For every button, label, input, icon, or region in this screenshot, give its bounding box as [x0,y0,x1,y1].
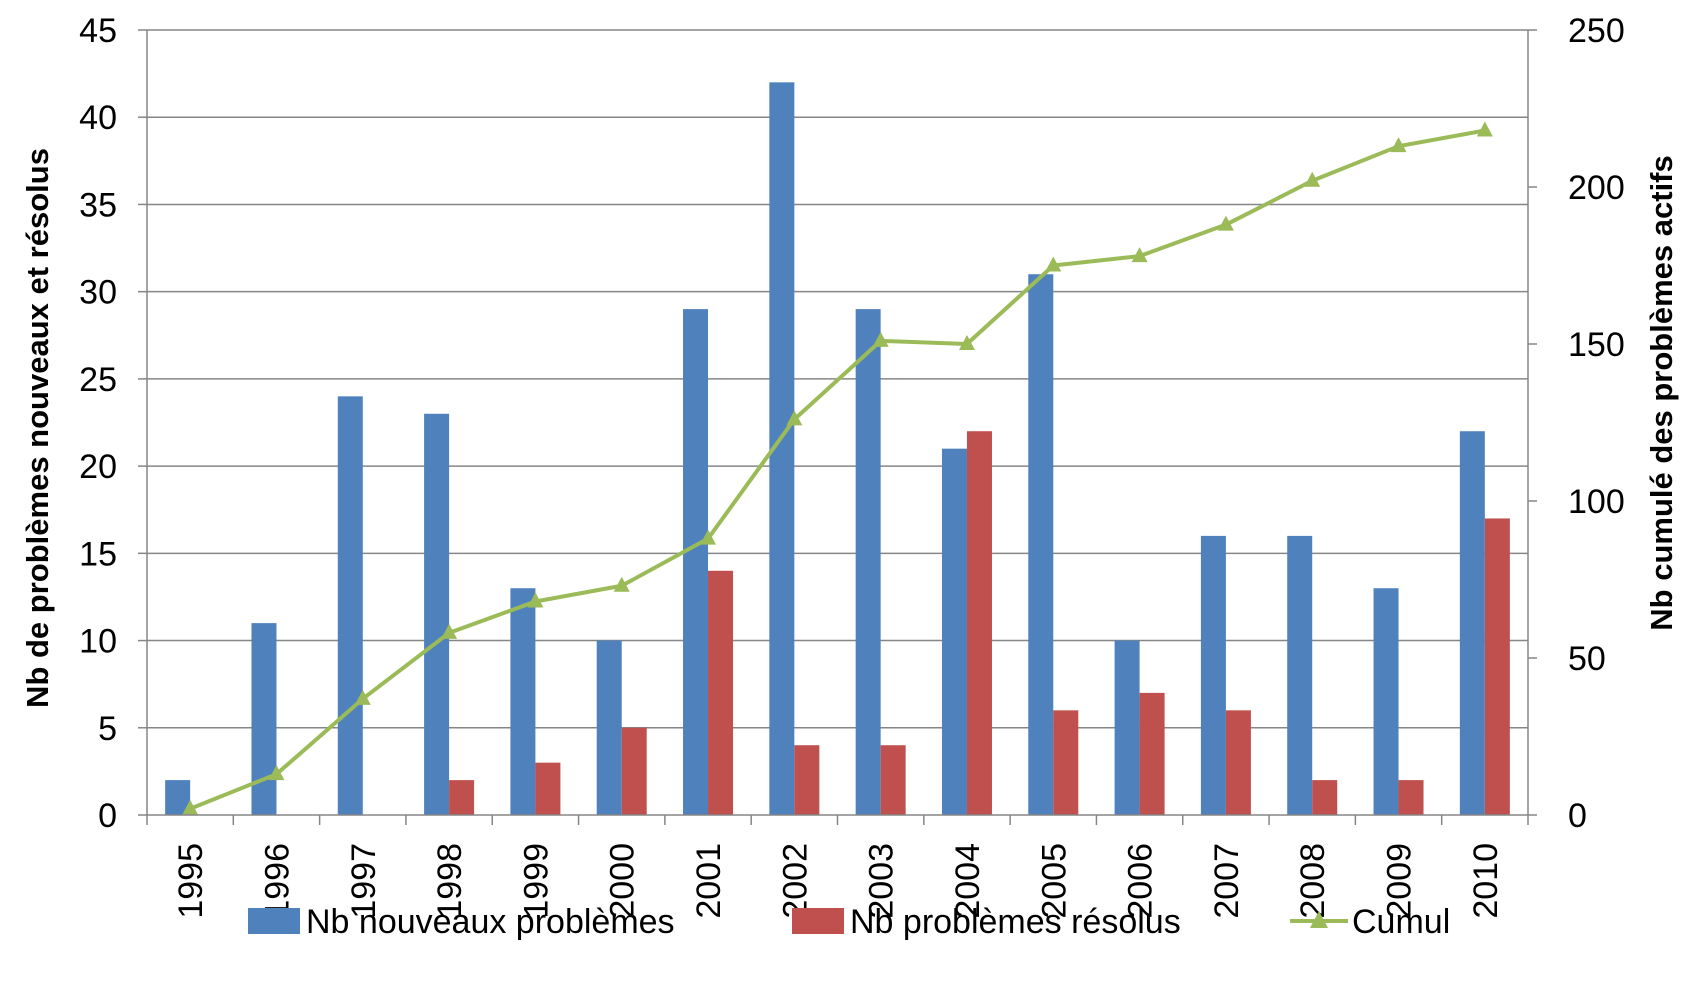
left-axis-title: Nb de problèmes nouveaux et résolus [20,148,55,708]
right-axis-title: Nb cumulé des problèmes actifs [1644,155,1679,630]
bar-new-problems [596,640,622,815]
bar-resolved-problems [1225,710,1251,815]
legend-swatch-new-problems [248,908,300,934]
right-axis-tick-labels: 0 50 100 150 200 250 [1568,12,1625,835]
right-axis-tick-label: 200 [1568,169,1625,207]
x-axis-tick-label: 2009 [1381,843,1419,919]
legend-swatch-resolved-problems [792,908,844,934]
cumul-marker [527,592,544,608]
cumul-marker [958,335,975,350]
cumul-marker [786,410,803,426]
cumul-line [189,128,1486,811]
x-axis-tick-label: 2007 [1208,843,1246,919]
cumul-marker [700,529,717,545]
cumul-line-series [182,121,1493,815]
bar-new-problems [424,413,450,815]
left-axis-tick-label: 20 [79,448,117,486]
cumul-marker [1304,171,1321,187]
cumul-marker [182,799,199,815]
x-axis-tick-label: 2008 [1294,843,1332,919]
right-axis-tick-label: 250 [1568,12,1625,50]
left-axis-tick-label: 35 [79,186,117,224]
x-axis-tick-label: 1999 [517,843,555,919]
bar-new-problems [510,588,536,815]
bar-resolved-problems [1484,518,1510,815]
bar-series [165,82,1510,816]
bar-new-problems [855,309,881,815]
right-axis-tick-label: 100 [1568,483,1625,521]
axes [138,29,1537,825]
legend-label-cumul: Cumul [1352,903,1450,941]
bar-resolved-problems [1398,780,1424,815]
legend-label-resolved-problems: Nb problèmes résolus [850,903,1181,941]
left-axis-tick-label: 25 [79,361,117,399]
right-axis-tick-label: 150 [1568,326,1625,364]
x-axis-tick-label: 1995 [172,843,210,919]
x-axis-tick-label: 2006 [1122,843,1160,919]
left-axis-tick-labels: 0 5 10 15 20 25 30 35 40 45 [79,12,117,835]
bar-resolved-problems [1139,692,1165,815]
bar-new-problems [1459,431,1485,815]
left-axis-tick-label: 30 [79,274,117,312]
right-axis-tick-label: 0 [1568,797,1587,835]
cumul-marker [1390,137,1407,153]
x-axis-tick-label: 2002 [776,843,814,919]
bar-resolved-problems [1053,710,1079,815]
bar-new-problems [941,448,967,815]
legend-swatch-cumul-marker [1310,911,1328,928]
cumul-marker [1045,256,1062,272]
left-axis-tick-label: 5 [98,710,117,748]
bar-new-problems [1028,274,1054,815]
x-axis-tick-labels: 1995 1996 1997 1998 1999 2000 2001 2002 2003 2004… [172,843,1505,919]
bar-resolved-problems [966,431,992,815]
x-axis-tick-label: 2000 [604,843,642,919]
cumul-marker [1217,215,1234,231]
left-axis-tick-label: 10 [79,623,117,661]
left-axis-tick-label: 0 [98,797,117,835]
cumul-marker [872,331,889,347]
bar-resolved-problems [449,780,475,815]
bar-resolved-problems [1312,780,1338,815]
x-axis-tick-label: 2001 [690,843,728,919]
bar-new-problems [1114,640,1140,815]
bar-new-problems [337,396,363,815]
cumul-marker [268,765,285,781]
cumul-marker [354,689,371,705]
x-axis-tick-label: 1996 [258,843,296,919]
cumul-marker [1131,247,1148,263]
legend-label-new-problems: Nb nouveaux problèmes [306,903,675,941]
bar-new-problems [1287,535,1313,815]
x-axis-tick-label: 1997 [345,843,383,919]
left-axis-tick-label: 45 [79,12,117,50]
bar-new-problems [1373,588,1399,815]
bar-resolved-problems [794,745,820,815]
right-axis-tick-label: 50 [1568,640,1606,678]
x-axis-tick-label: 1998 [431,843,469,919]
bar-resolved-problems [708,570,734,815]
bar-new-problems [683,309,709,815]
bar-resolved-problems [535,762,561,815]
x-axis-tick-label: 2005 [1035,843,1073,919]
cumul-marker [441,623,458,639]
left-axis-tick-label: 15 [79,535,117,573]
legend: Nb nouveaux problèmes Nb problèmes résol… [248,903,1450,941]
cumul-marker [1476,121,1493,137]
x-axis-tick-label: 2004 [949,843,987,919]
x-axis-tick-label: 2003 [863,843,901,919]
bar-new-problems [251,623,277,815]
x-axis-tick-label: 2010 [1467,843,1505,919]
bar-resolved-problems [621,727,647,815]
cumul-marker [613,576,630,592]
bar-resolved-problems [880,745,906,815]
left-axis-tick-label: 40 [79,99,117,137]
bar-new-problems [1200,535,1226,815]
